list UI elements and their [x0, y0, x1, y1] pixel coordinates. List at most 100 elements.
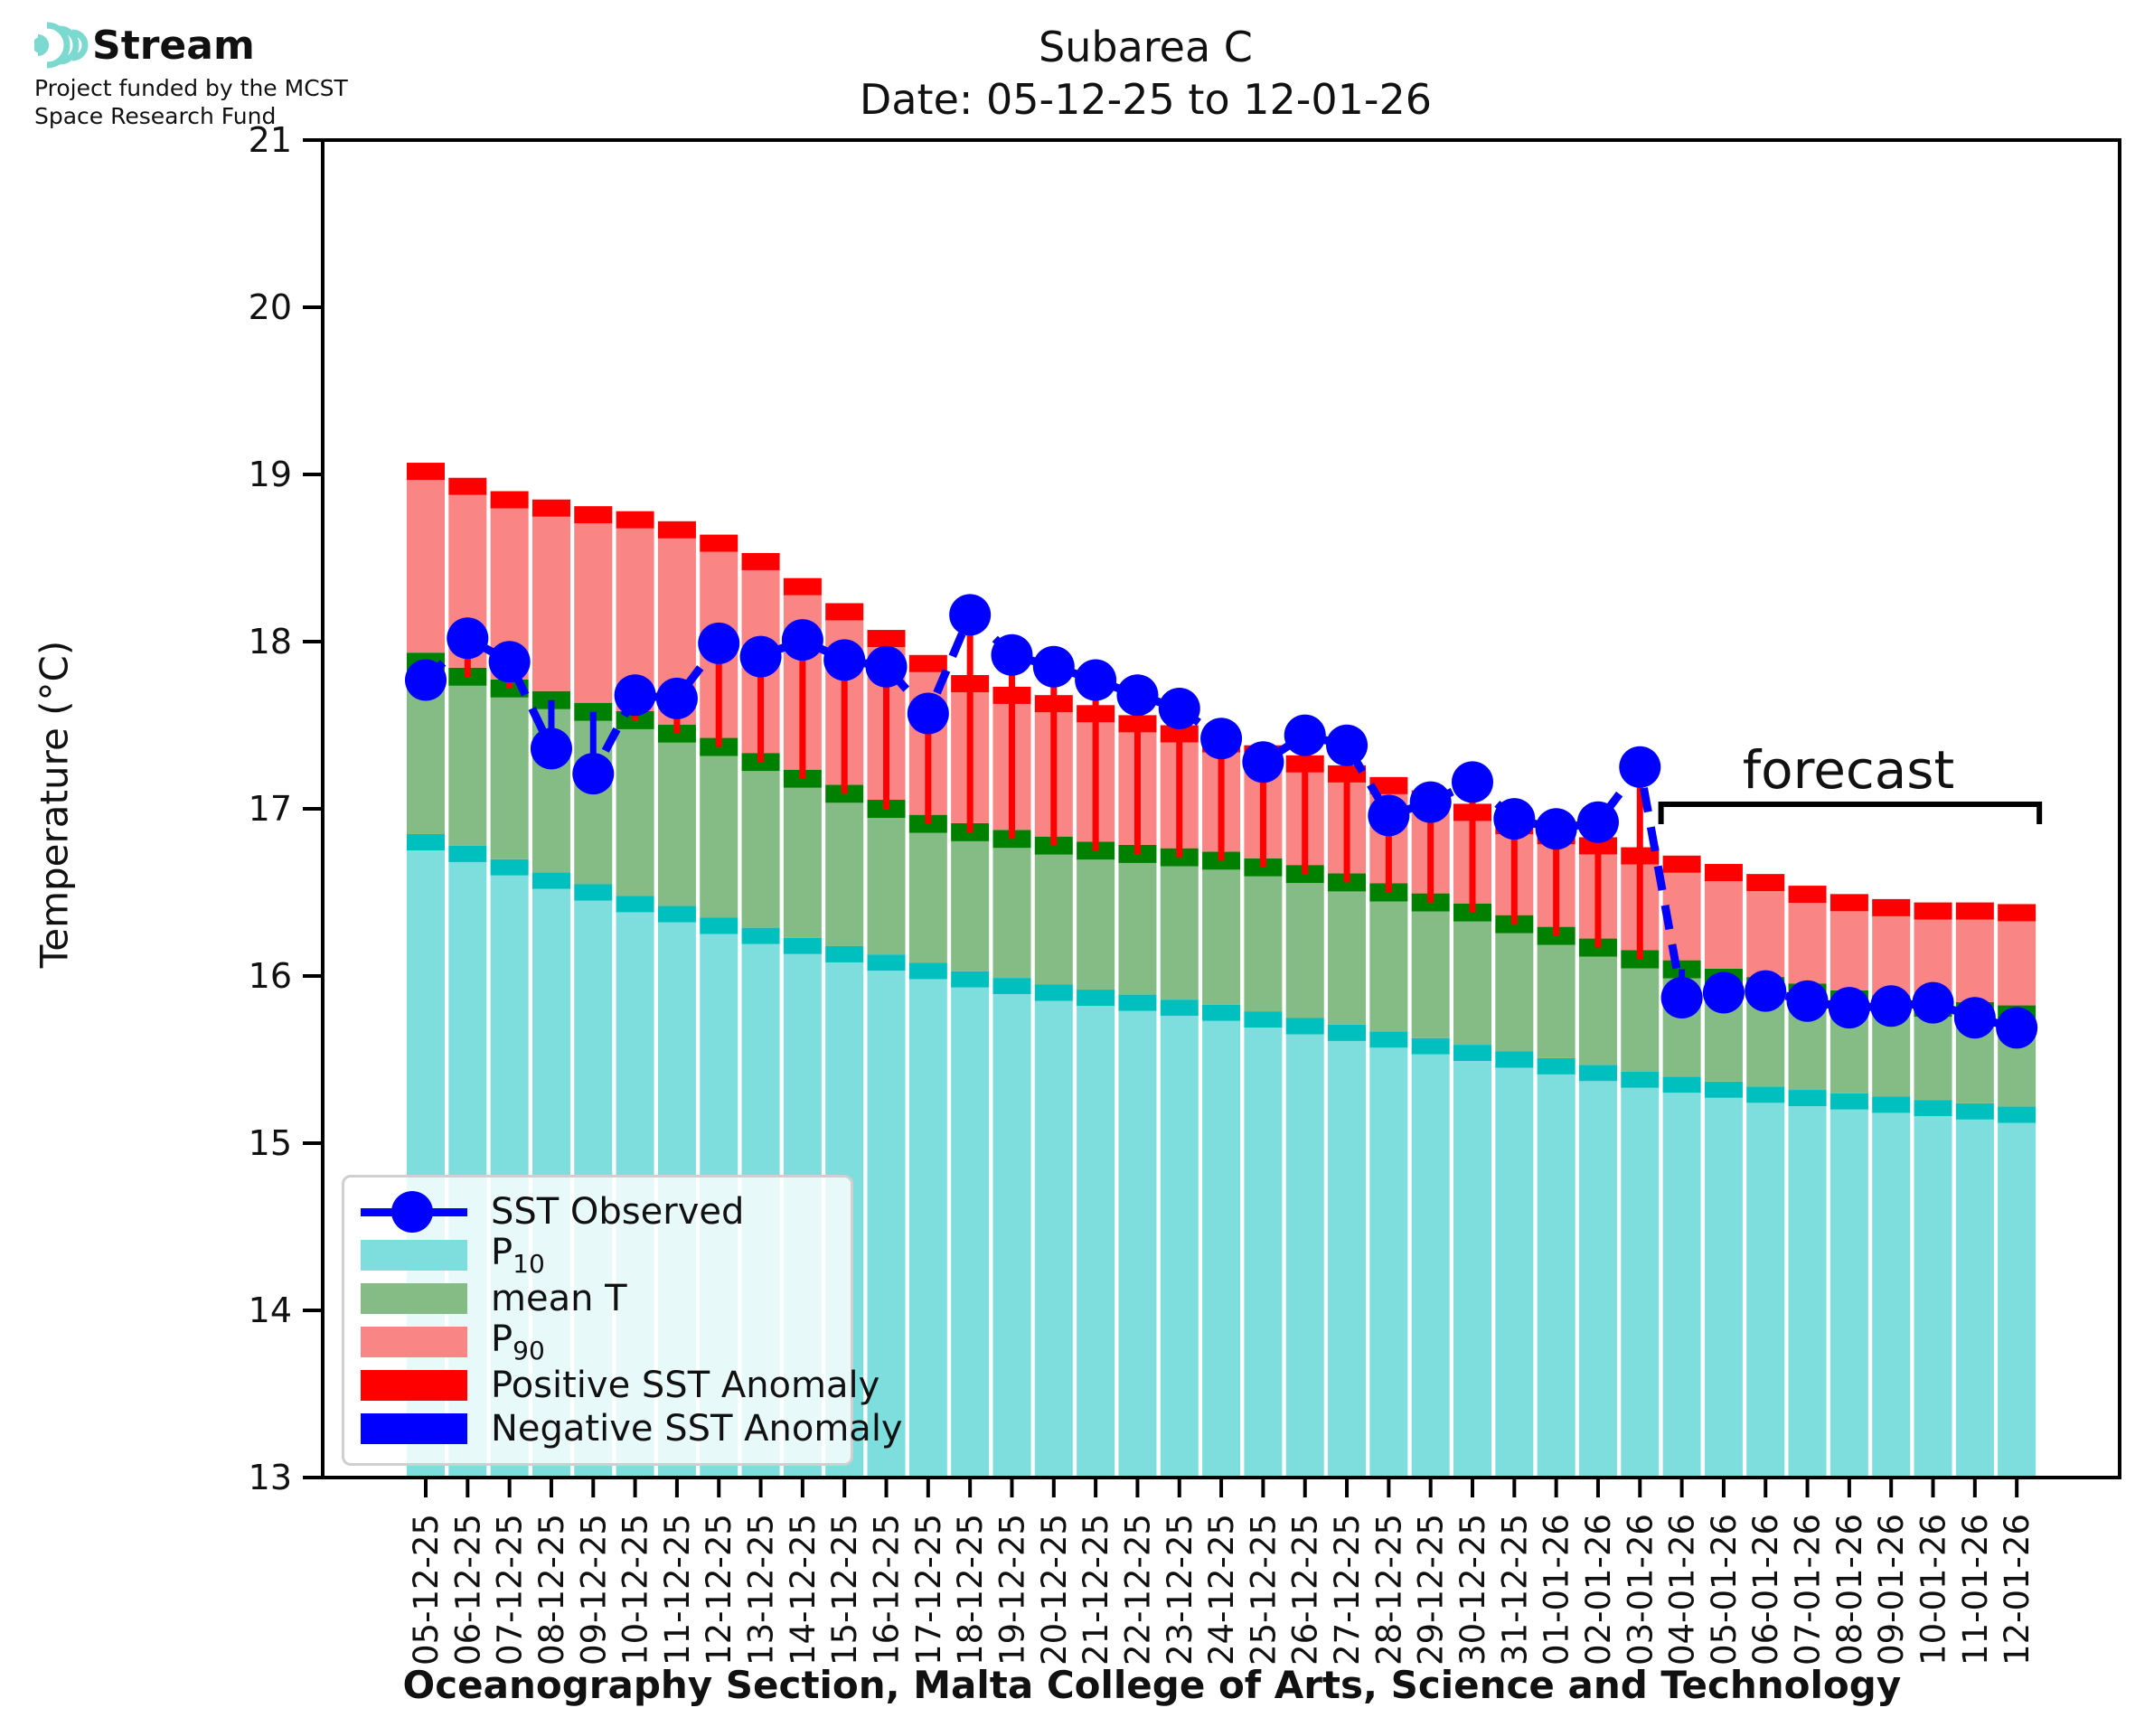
- bar-p10-cap: [1285, 1018, 1324, 1035]
- bar-p90-cap: [1662, 855, 1701, 873]
- y-tick-label: 17: [249, 789, 292, 829]
- bar-p90: [531, 516, 570, 691]
- bar-mean: [1453, 921, 1491, 1046]
- sst-observed-dot: [405, 659, 447, 701]
- bar-p90-cap: [616, 511, 654, 529]
- x-tick-label: 23-12-25: [1161, 1514, 1199, 1666]
- legend-color-swatch: [361, 1413, 467, 1444]
- x-tick-label: 10-01-26: [1914, 1514, 1953, 1666]
- bar-p10-cap: [992, 978, 1031, 995]
- bar-p10: [1578, 1081, 1617, 1478]
- bar-p90: [407, 480, 445, 653]
- bar-p90-cap: [700, 534, 738, 552]
- bar-p90-cap: [574, 506, 613, 524]
- bar-p10: [1955, 1119, 1994, 1478]
- sst-observed-dot: [1870, 985, 1913, 1028]
- sst-observed-dot: [1284, 714, 1326, 756]
- bar-p10-cap: [490, 859, 529, 876]
- x-tick-label: 19-12-25: [992, 1514, 1031, 1666]
- bar-p10: [1746, 1103, 1785, 1478]
- x-tick-label: 04-01-26: [1663, 1514, 1702, 1666]
- sst-observed-dot: [698, 622, 740, 664]
- bar-p10-cap: [741, 927, 780, 944]
- x-tick-label: 10-12-25: [616, 1514, 655, 1666]
- bar-p10-cap: [1788, 1090, 1827, 1107]
- bar-p10-cap: [407, 834, 445, 850]
- sst-observed-dot: [991, 633, 1033, 676]
- logo-title: Stream: [92, 22, 255, 69]
- bar-p10-cap: [1829, 1093, 1868, 1110]
- bar-p90-cap: [490, 491, 529, 509]
- chart-title-line1: Subarea C: [1039, 23, 1253, 71]
- sst-observed-dot: [949, 594, 992, 636]
- bar-p10-cap: [1662, 1076, 1701, 1093]
- bar-p90-cap: [657, 521, 696, 539]
- bar-mean: [741, 771, 780, 928]
- sst-observed-dot: [1912, 981, 1954, 1024]
- bar-p90-cap: [825, 603, 864, 621]
- legend-label: mean T: [491, 1278, 627, 1319]
- sst-observed-dot: [823, 639, 866, 681]
- bar-p10: [1914, 1116, 1952, 1478]
- sst-observed-dot: [447, 617, 489, 660]
- bar-p10-cap: [531, 872, 570, 889]
- x-tick-label: 13-12-25: [742, 1514, 781, 1666]
- bar-mean: [908, 832, 947, 963]
- bar-p10-cap: [1244, 1011, 1283, 1028]
- x-axis-label: Oceanography Section, Malta College of A…: [402, 1663, 1902, 1707]
- bar-p10: [1788, 1106, 1827, 1478]
- x-tick-label: 09-01-26: [1872, 1514, 1911, 1666]
- x-tick-label: 07-01-26: [1789, 1514, 1828, 1666]
- y-tick-label: 20: [249, 287, 292, 327]
- legend-item-p10: P10: [361, 1232, 834, 1279]
- bar-mean: [1369, 901, 1408, 1032]
- bar-p10: [1369, 1047, 1408, 1478]
- bar-p10: [1411, 1054, 1450, 1478]
- bar-p10-cap: [700, 917, 738, 934]
- bar-p10-cap: [1495, 1051, 1534, 1068]
- bar-p10-cap: [1411, 1037, 1450, 1055]
- bar-p10: [1328, 1040, 1367, 1478]
- legend-color-swatch: [361, 1283, 467, 1314]
- bar-p90-cap: [1955, 902, 1994, 920]
- x-tick-label: 20-12-25: [1035, 1514, 1074, 1666]
- sst-observed-dot: [865, 645, 908, 688]
- bar-p10: [1621, 1087, 1660, 1478]
- bar-mean: [1328, 891, 1367, 1025]
- sst-observed-dot: [1828, 987, 1870, 1029]
- legend-label: Negative SST Anomaly: [491, 1408, 903, 1450]
- bar-p10: [1453, 1061, 1491, 1478]
- x-tick-label: 09-12-25: [574, 1514, 613, 1666]
- bar-p10: [1077, 1006, 1115, 1478]
- forecast-bracket: [1658, 802, 2043, 824]
- bar-p10-cap: [1160, 999, 1199, 1017]
- sst-observed-dot: [1326, 724, 1369, 766]
- y-tick-label: 14: [249, 1290, 292, 1330]
- bar-p90: [1829, 911, 1868, 990]
- legend: SST Observed P10 mean T P90 Positive SST Ano…: [342, 1175, 903, 1466]
- sst-observed-dot: [1242, 741, 1284, 784]
- x-tick-label: 25-12-25: [1244, 1514, 1283, 1666]
- bar-p10: [1829, 1109, 1868, 1478]
- bar-p10-cap: [1872, 1096, 1911, 1113]
- chart-title-line2: Date: 05-12-25 to 12-01-26: [859, 74, 1433, 124]
- bar-p10: [1160, 1016, 1199, 1478]
- sst-observed-dot: [1660, 977, 1703, 1019]
- legend-item-p90: P90: [361, 1318, 834, 1365]
- x-tick-label: 06-01-26: [1746, 1514, 1785, 1666]
- bar-p10: [1662, 1093, 1701, 1478]
- bar-p10-cap: [1328, 1024, 1367, 1041]
- bar-p90: [1704, 881, 1743, 969]
- stream-logo: Stream Project funded by the MCST Space …: [34, 16, 348, 131]
- bar-mean: [1914, 1017, 1952, 1101]
- bar-p10: [992, 994, 1031, 1478]
- legend-item-mean-t: mean T: [361, 1277, 834, 1320]
- bar-mean: [1411, 911, 1450, 1038]
- bar-mean: [783, 787, 822, 938]
- legend-color-swatch: [361, 1370, 467, 1401]
- bar-p90: [1788, 903, 1827, 984]
- bar-p90: [1746, 891, 1785, 978]
- sst-observed-dot: [1576, 801, 1619, 843]
- bar-p10-cap: [657, 906, 696, 923]
- bar-p10-cap: [783, 937, 822, 954]
